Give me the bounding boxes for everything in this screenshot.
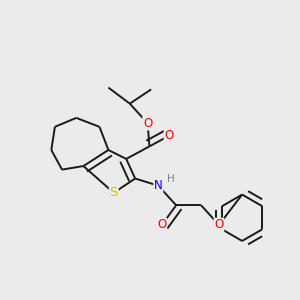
Text: S: S [110,186,118,199]
Text: O: O [164,129,174,142]
Text: H: H [167,173,175,184]
Text: N: N [154,179,163,192]
Text: O: O [214,218,224,231]
Text: O: O [157,218,167,231]
Text: O: O [143,117,152,130]
